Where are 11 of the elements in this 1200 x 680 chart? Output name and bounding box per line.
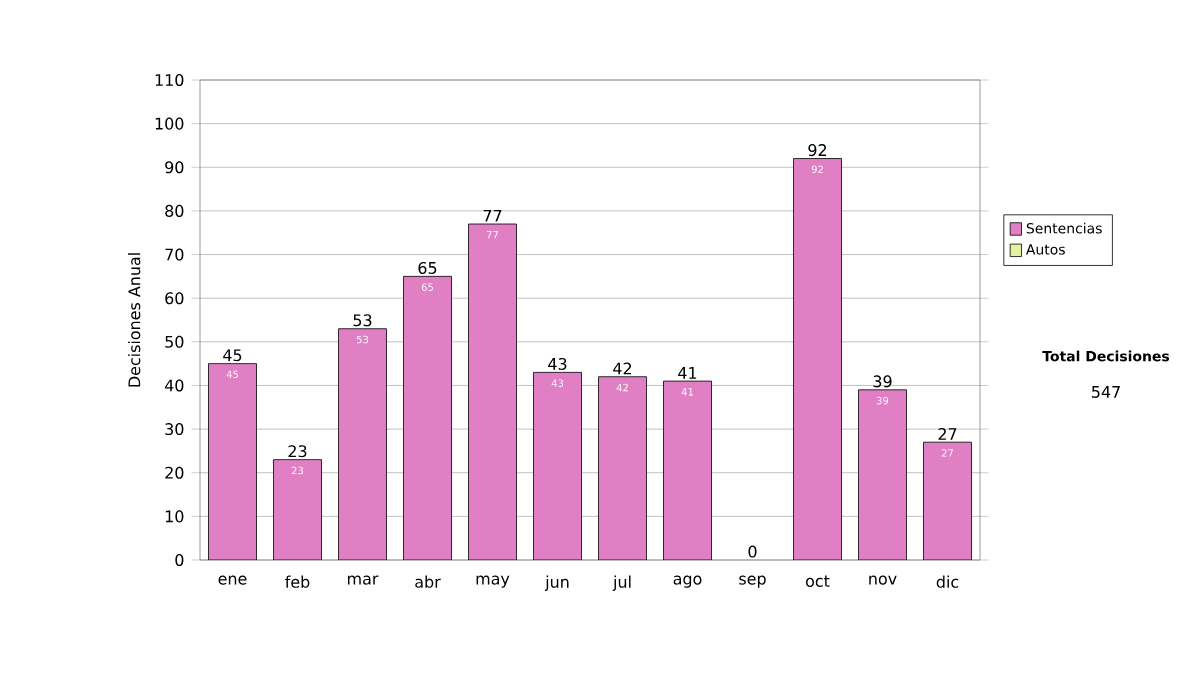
bar — [793, 158, 842, 560]
bar — [403, 276, 452, 560]
bar — [533, 372, 582, 560]
bar — [338, 328, 387, 560]
bar — [598, 376, 647, 560]
bar — [663, 381, 712, 560]
bar — [468, 224, 517, 560]
bar — [208, 363, 257, 560]
bar — [858, 389, 907, 560]
bar — [273, 459, 322, 560]
bar — [923, 441, 972, 560]
